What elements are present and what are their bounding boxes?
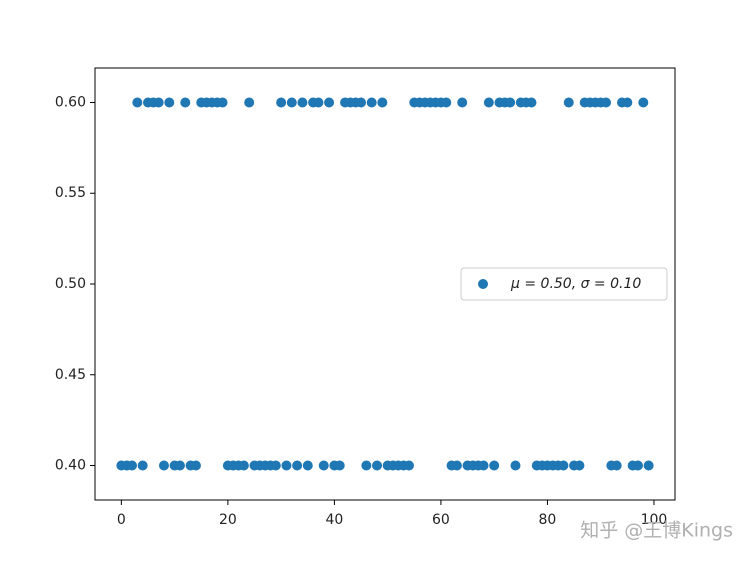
point — [632, 460, 643, 471]
point — [324, 97, 335, 108]
point — [238, 460, 249, 471]
point — [137, 460, 148, 471]
point — [643, 460, 654, 471]
point — [558, 460, 569, 471]
point — [318, 460, 329, 471]
point — [451, 460, 462, 471]
y-tick-label: 0.60 — [55, 94, 86, 110]
x-tick-label: 80 — [539, 512, 557, 528]
point — [441, 97, 452, 108]
point — [611, 460, 622, 471]
point — [601, 97, 612, 108]
y-tick-label: 0.40 — [55, 458, 86, 474]
point — [489, 460, 500, 471]
point — [286, 97, 297, 108]
point — [366, 97, 377, 108]
point — [244, 97, 255, 108]
x-tick-label: 20 — [219, 512, 237, 528]
point — [478, 460, 489, 471]
point — [158, 460, 169, 471]
point — [526, 97, 537, 108]
point — [372, 460, 383, 471]
point — [313, 97, 324, 108]
point — [302, 460, 313, 471]
point — [164, 97, 175, 108]
point — [297, 97, 308, 108]
legend-box — [460, 267, 668, 301]
x-tick-label: 40 — [325, 512, 343, 528]
y-tick-label: 0.45 — [55, 367, 86, 383]
x-tick-label: 100 — [641, 512, 668, 528]
x-tick-label: 60 — [432, 512, 450, 528]
point — [281, 460, 292, 471]
point — [270, 460, 281, 471]
plot-frame — [94, 67, 676, 501]
y-tick-label: 0.55 — [55, 185, 86, 201]
point — [510, 460, 521, 471]
point — [356, 97, 367, 108]
point — [377, 97, 388, 108]
point — [457, 97, 468, 108]
legend-marker — [478, 279, 488, 289]
point — [127, 460, 138, 471]
x-tick-label: 0 — [117, 512, 126, 528]
point — [563, 97, 574, 108]
point — [361, 460, 372, 471]
point — [403, 460, 414, 471]
point — [622, 97, 633, 108]
point — [334, 460, 345, 471]
point — [638, 97, 649, 108]
point — [217, 97, 228, 108]
point — [483, 97, 494, 108]
point — [276, 97, 287, 108]
point — [132, 97, 143, 108]
y-tick-label: 0.50 — [55, 276, 86, 292]
point — [574, 460, 585, 471]
point — [174, 460, 185, 471]
point — [292, 460, 303, 471]
watermark: 知乎 @王博Kings — [580, 520, 733, 542]
point — [190, 460, 201, 471]
legend-label: μ = 0.50, σ = 0.10 — [510, 276, 641, 292]
point — [180, 97, 191, 108]
point — [153, 97, 164, 108]
point — [505, 97, 516, 108]
